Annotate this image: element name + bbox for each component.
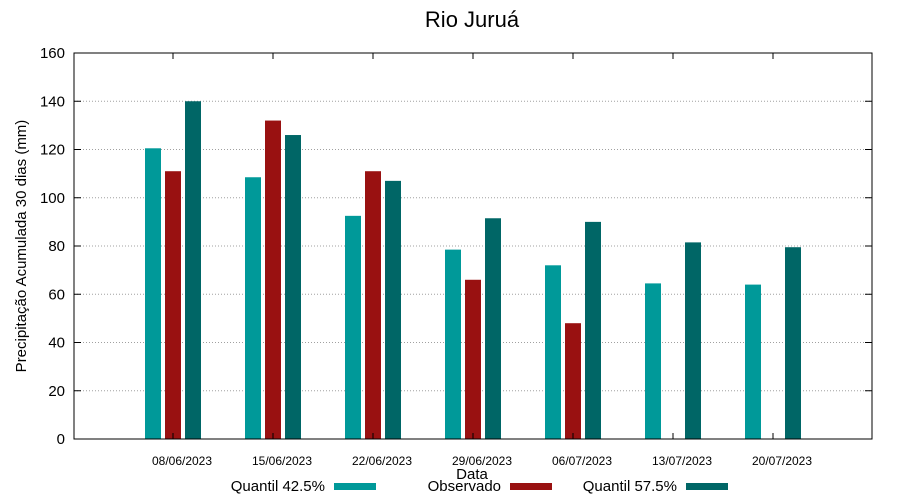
- y-tick-label-120: 120: [40, 142, 65, 159]
- bar-15-06-2023-series-1: [265, 120, 281, 440]
- bar-22-06-2023-series-0: [345, 215, 361, 439]
- x-tick-label-3: 29/06/2023: [452, 454, 512, 468]
- legend-swatch-2: [686, 483, 728, 490]
- bar-06-07-2023-series-1: [565, 323, 581, 439]
- x-axis-label: Data: [456, 466, 488, 483]
- x-axis-ticks: 08/06/2023 15/06/2023 22/06/2023 29/06/2023…: [152, 53, 812, 468]
- bar-08-06-2023-series-0: [145, 148, 161, 439]
- bar-15-06-2023-series-2: [285, 135, 301, 439]
- y-tick-label-140: 140: [40, 93, 65, 110]
- legend-label-0: Quantil 42.5%: [231, 478, 325, 495]
- bar-13-07-2023-series-2: [685, 242, 701, 439]
- bar-06-07-2023-series-2: [585, 221, 601, 439]
- y-tick-label-100: 100: [40, 190, 65, 207]
- x-tick-label-0: 08/06/2023: [152, 454, 212, 468]
- bar-20-07-2023-series-0: [745, 284, 761, 439]
- bar-22-06-2023-series-1: [365, 171, 381, 439]
- legend-label-2: Quantil 57.5%: [583, 478, 677, 495]
- bar-15-06-2023-series-0: [245, 177, 261, 439]
- bar-22-06-2023-series-2: [385, 180, 401, 440]
- bar-08-06-2023-series-2: [185, 101, 201, 439]
- bar-08-06-2023-series-1: [165, 171, 181, 439]
- legend-label-1: Observado: [428, 478, 501, 495]
- legend-swatch-1: [510, 483, 552, 490]
- y-axis-ticks: 0 20 40 60 80 100 120 140 160: [40, 45, 872, 448]
- bar-06-07-2023-series-0: [545, 265, 561, 439]
- y-axis-label: Precipitação Acumulada 30 dias (mm): [13, 120, 30, 373]
- bars: [145, 101, 801, 440]
- bar-20-07-2023-series-2: [785, 247, 801, 439]
- y-tick-label-0: 0: [57, 431, 65, 448]
- bar-29-06-2023-series-2: [485, 218, 501, 439]
- y-tick-label-160: 160: [40, 45, 65, 62]
- x-tick-label-1: 15/06/2023: [252, 454, 312, 468]
- chart-title: Rio Juruá: [425, 7, 520, 32]
- legend: Quantil 42.5% Observado Quantil 57.5%: [231, 478, 728, 495]
- bar-29-06-2023-series-0: [445, 249, 461, 439]
- x-tick-label-2: 22/06/2023: [352, 454, 412, 468]
- x-tick-label-6: 20/07/2023: [752, 454, 812, 468]
- legend-swatch-0: [334, 483, 376, 490]
- x-tick-label-4: 06/07/2023: [552, 454, 612, 468]
- y-tick-label-20: 20: [48, 383, 65, 400]
- y-tick-label-60: 60: [48, 286, 65, 303]
- y-tick-label-80: 80: [48, 238, 65, 255]
- x-tick-label-5: 13/07/2023: [652, 454, 712, 468]
- y-tick-label-40: 40: [48, 335, 65, 352]
- bar-13-07-2023-series-0: [645, 283, 661, 439]
- bar-29-06-2023-series-1: [465, 279, 481, 439]
